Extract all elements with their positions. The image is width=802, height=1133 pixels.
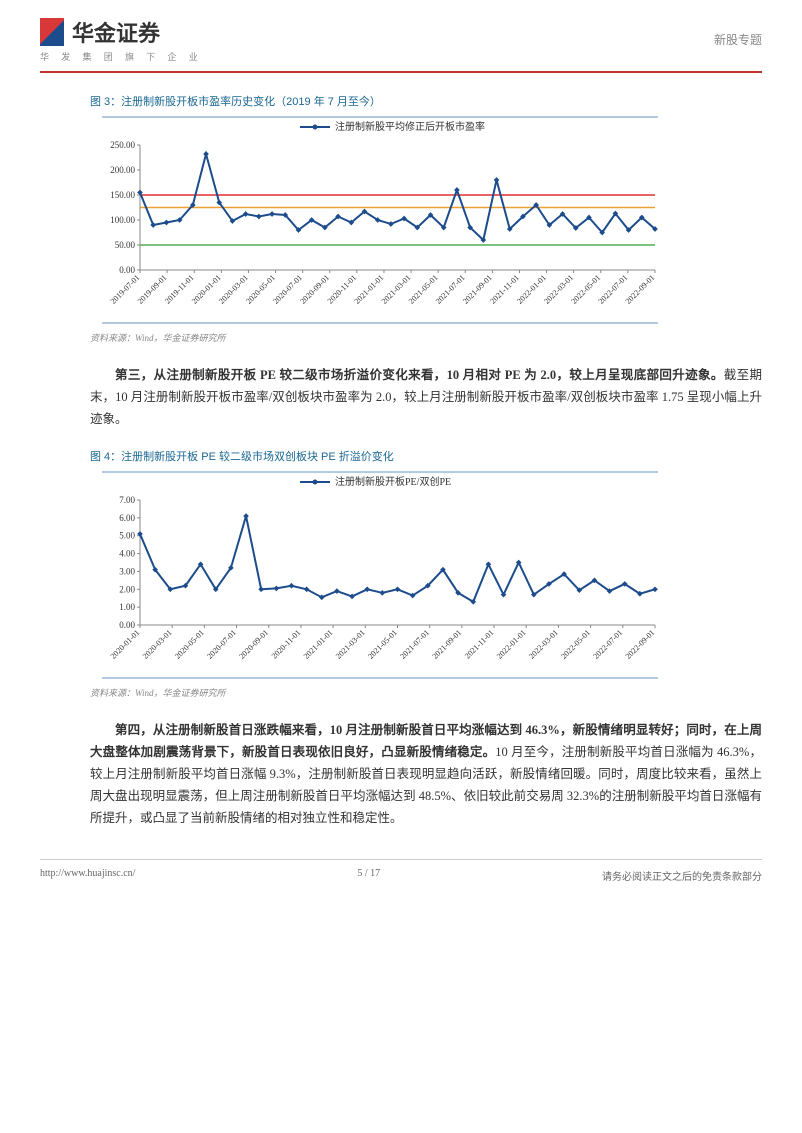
footer-disclaimer: 请务必阅读正文之后的免责条款部分 xyxy=(602,868,762,883)
figure4-chart: 注册制新股开板PE/双创PE 0.00 1.00 2.00 3.00 4.00 5.00 6.… xyxy=(90,470,650,680)
svg-text:2021-01-01: 2021-01-01 xyxy=(302,628,335,661)
svg-text:1.00: 1.00 xyxy=(119,602,135,612)
svg-text:7.00: 7.00 xyxy=(119,495,135,505)
svg-text:2020-07-01: 2020-07-01 xyxy=(205,628,238,661)
svg-text:200.00: 200.00 xyxy=(110,165,135,175)
company-logo-icon xyxy=(40,18,64,46)
company-tagline: 华 发 集 团 旗 下 企 业 xyxy=(40,50,203,63)
svg-text:5.00: 5.00 xyxy=(119,531,135,541)
svg-text:2020-01-01: 2020-01-01 xyxy=(109,628,142,661)
logo-row: 华金证券 xyxy=(40,16,203,48)
svg-text:2.00: 2.00 xyxy=(119,584,135,594)
svg-text:4.00: 4.00 xyxy=(119,549,135,559)
svg-text:250.00: 250.00 xyxy=(110,140,135,150)
svg-text:2020-09-01: 2020-09-01 xyxy=(237,628,270,661)
svg-text:注册制新股平均修正后开板市盈率: 注册制新股平均修正后开板市盈率 xyxy=(335,120,485,133)
svg-text:100.00: 100.00 xyxy=(110,215,135,225)
svg-text:6.00: 6.00 xyxy=(119,513,135,523)
figure3-source: 资料来源：Wind，华金证券研究所 xyxy=(90,329,762,344)
svg-text:0.00: 0.00 xyxy=(119,265,135,275)
figure3-title: 图 3：注册制新股开板市盈率历史变化（2019 年 7 月至今） xyxy=(90,93,762,109)
company-name: 华金证券 xyxy=(72,16,160,48)
footer-page-num: 5 / 17 xyxy=(357,868,380,883)
svg-text:2022-01-01: 2022-01-01 xyxy=(495,628,528,661)
figure4-title: 图 4：注册制新股开板 PE 较二级市场双创板块 PE 折溢价变化 xyxy=(90,448,762,464)
footer-url: http://www.huajinsc.cn/ xyxy=(40,868,135,883)
main-content: 图 3：注册制新股开板市盈率历史变化（2019 年 7 月至今） 注册制新股平均… xyxy=(90,73,762,829)
svg-text:2022-07-01: 2022-07-01 xyxy=(591,628,624,661)
svg-text:2020-03-01: 2020-03-01 xyxy=(141,628,174,661)
svg-text:0.00: 0.00 xyxy=(119,620,135,630)
svg-text:50.00: 50.00 xyxy=(115,240,136,250)
svg-text:注册制新股开板PE/双创PE: 注册制新股开板PE/双创PE xyxy=(335,475,451,488)
svg-text:2022-03-01: 2022-03-01 xyxy=(527,628,560,661)
paragraph-4: 第四，从注册制新股首日涨跌幅来看，10 月注册制新股首日平均涨幅达到 46.3%… xyxy=(90,719,762,829)
page-category: 新股专题 xyxy=(714,31,762,48)
company-name-cn: 华金证券 xyxy=(72,16,160,48)
figure3-chart: 注册制新股平均修正后开板市盈率 0.00 50.00 100.00 150.00 200.… xyxy=(90,115,650,325)
figure4-svg: 注册制新股开板PE/双创PE 0.00 1.00 2.00 3.00 4.00 5.00 6.… xyxy=(100,470,660,680)
svg-text:2022-09-01: 2022-09-01 xyxy=(624,273,657,306)
svg-text:150.00: 150.00 xyxy=(110,190,135,200)
logo-area: 华金证券 华 发 集 团 旗 下 企 业 xyxy=(40,16,203,63)
svg-text:2022-09-01: 2022-09-01 xyxy=(624,628,657,661)
figure3-svg: 注册制新股平均修正后开板市盈率 0.00 50.00 100.00 150.00 200.… xyxy=(100,115,660,325)
page-header: 华金证券 华 发 集 团 旗 下 企 业 新股专题 xyxy=(0,0,802,71)
svg-text:3.00: 3.00 xyxy=(119,566,135,576)
svg-text:2020-05-01: 2020-05-01 xyxy=(173,628,206,661)
svg-text:2021-03-01: 2021-03-01 xyxy=(334,628,367,661)
svg-text:2021-05-01: 2021-05-01 xyxy=(366,628,399,661)
figure4-source: 资料来源：Wind，华金证券研究所 xyxy=(90,684,762,699)
svg-text:2021-11-01: 2021-11-01 xyxy=(463,628,496,661)
paragraph-3: 第三，从注册制新股开板 PE 较二级市场折溢价变化来看，10 月相对 PE 为 … xyxy=(90,364,762,430)
page-footer: http://www.huajinsc.cn/ 5 / 17 请务必阅读正文之后… xyxy=(40,859,762,883)
svg-text:2022-05-01: 2022-05-01 xyxy=(559,628,592,661)
svg-text:2020-11-01: 2020-11-01 xyxy=(270,628,303,661)
svg-text:2021-09-01: 2021-09-01 xyxy=(431,628,464,661)
svg-text:2021-07-01: 2021-07-01 xyxy=(398,628,431,661)
